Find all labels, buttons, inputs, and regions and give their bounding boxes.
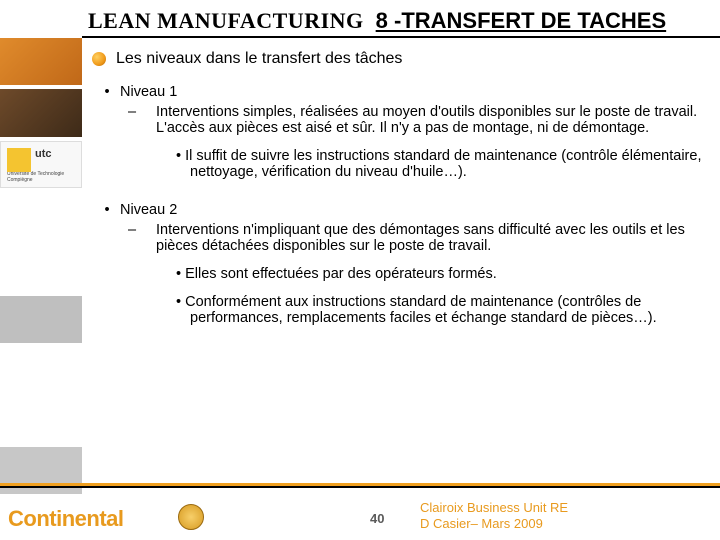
level-sub: • Il suffit de suivre les instructions s…: [176, 148, 710, 180]
slide-body: Les niveaux dans le transfert des tâches…: [92, 50, 710, 480]
level-block: • Niveau 1 –Interventions simples, réali…: [98, 84, 710, 136]
bullet-icon: [92, 52, 106, 66]
level-title: Niveau 1: [120, 84, 177, 100]
header-left: LEAN MANUFACTURING: [88, 8, 364, 34]
brand-logo: Continental: [8, 506, 124, 532]
level-body-text: Interventions simples, réalisées au moye…: [156, 104, 697, 136]
side-thumb: [0, 38, 82, 85]
header-right: 8 -TRANSFERT DE TACHES: [376, 8, 667, 34]
level-sub: • Conformément aux instructions standard…: [176, 294, 710, 326]
level-title: Niveau 2: [120, 202, 177, 218]
side-thumb: [0, 296, 82, 343]
sidebar-thumbnails: utc Université de Technologie Compiègne: [0, 38, 82, 498]
level-sub-text: Il suffit de suivre les instructions sta…: [185, 148, 701, 180]
bullet-dot: •: [98, 84, 116, 100]
page-number: 40: [370, 511, 384, 526]
seal-icon: [178, 504, 204, 530]
slide-header: LEAN MANUFACTURING 8 -TRANSFERT DE TACHE…: [82, 0, 720, 38]
level-body-text: Interventions n'impliquant que des démon…: [156, 222, 685, 254]
bullet-dot: •: [98, 202, 116, 218]
side-thumb: [0, 89, 82, 136]
bu-line1: Clairoix Business Unit RE: [420, 500, 568, 516]
intro-row: Les niveaux dans le transfert des tâches: [92, 50, 710, 68]
level-block: • Niveau 2 –Interventions n'impliquant q…: [98, 202, 710, 254]
utc-sub: Université de Technologie Compiègne: [7, 171, 81, 183]
utc-label: utc: [35, 148, 52, 160]
side-thumb-utc: utc Université de Technologie Compiègne: [0, 141, 82, 189]
level-body: –Interventions simples, réalisées au moy…: [142, 104, 710, 136]
level-sub-text: Elles sont effectuées par des opérateurs…: [185, 266, 497, 282]
bu-line2: D Casier– Mars 2009: [420, 516, 568, 532]
footer-rule: [0, 483, 720, 486]
level-sub: • Elles sont effectuées par des opérateu…: [176, 266, 710, 282]
slide-footer: Continental 40 Clairoix Business Unit RE…: [0, 486, 720, 540]
business-unit: Clairoix Business Unit RE D Casier– Mars…: [420, 500, 568, 533]
intro-text: Les niveaux dans le transfert des tâches: [116, 50, 402, 68]
brand-logo-text: ontinental: [23, 506, 123, 531]
level-sub-text: Conformément aux instructions standard d…: [185, 294, 657, 326]
level-body: –Interventions n'impliquant que des démo…: [142, 222, 710, 254]
